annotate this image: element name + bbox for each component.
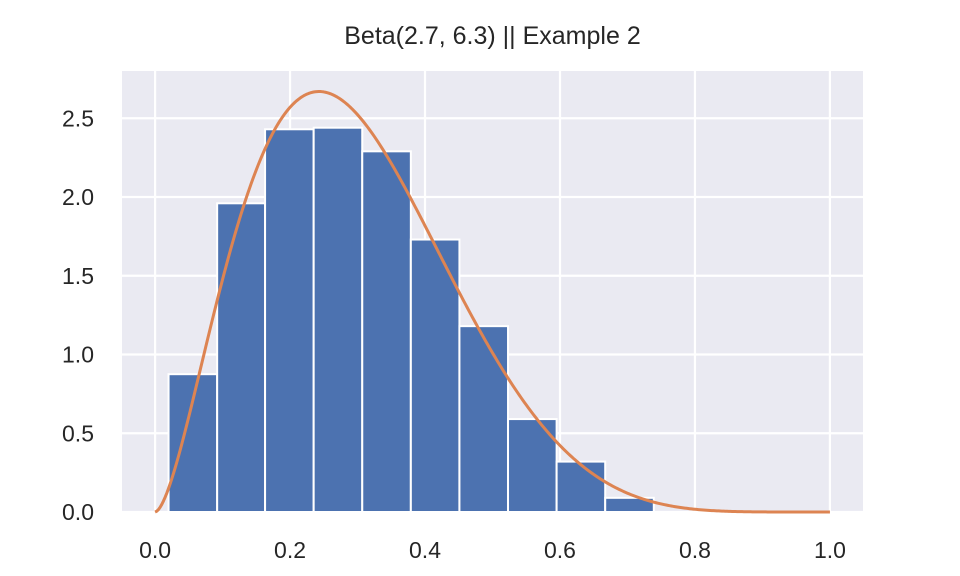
x-tick-label: 1.0 <box>814 537 846 563</box>
x-tick-label: 0.0 <box>139 537 171 563</box>
histogram-bar <box>604 496 655 514</box>
x-tick-label: 0.6 <box>544 537 576 563</box>
x-axis-ticks: 0.0 0.2 0.4 0.6 0.8 1.0 <box>139 537 846 563</box>
y-tick-label: 2.0 <box>62 184 94 210</box>
x-tick-label: 0.4 <box>409 537 441 563</box>
y-tick-label: 1.5 <box>62 263 94 289</box>
y-tick-label: 1.0 <box>62 342 94 368</box>
histogram-bar <box>264 128 315 513</box>
x-tick-label: 0.8 <box>679 537 711 563</box>
histogram-bar <box>216 202 267 514</box>
histogram-bar <box>555 460 607 514</box>
pdf-line <box>154 90 830 514</box>
y-tick-label: 0.5 <box>62 420 94 446</box>
y-axis-ticks: 0.0 0.5 1.0 1.5 2.0 2.5 <box>62 105 94 525</box>
x-tick-label: 0.2 <box>274 537 306 563</box>
y-tick-label: 0.0 <box>62 499 94 525</box>
histogram-bar <box>312 126 364 513</box>
chart-title: Beta(2.7, 6.3) || Example 2 <box>344 22 641 50</box>
histogram-bar <box>458 325 510 513</box>
pdf-curve <box>154 90 830 514</box>
y-tick-label: 2.5 <box>62 105 94 131</box>
histogram-bar <box>361 150 412 513</box>
histogram-bar <box>409 238 461 513</box>
